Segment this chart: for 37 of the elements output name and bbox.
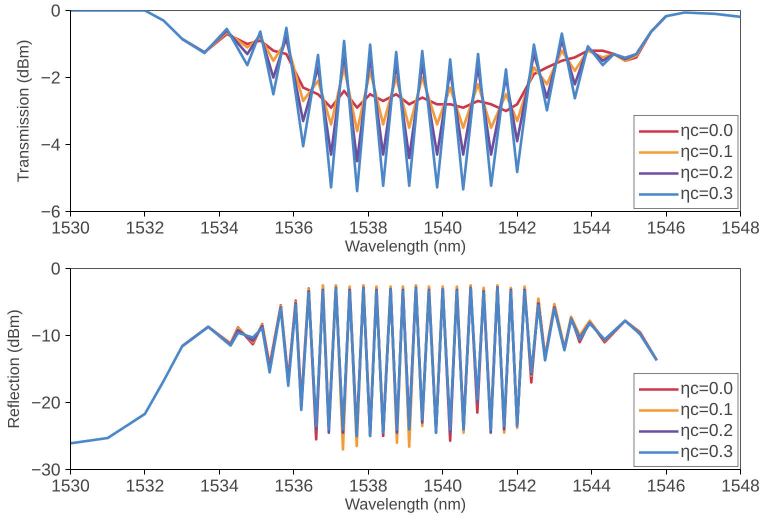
x-tick-label: 1544 bbox=[572, 476, 612, 496]
x-tick-label: 1532 bbox=[126, 218, 164, 238]
x-tick-label: 1540 bbox=[423, 218, 462, 238]
x-tick-label: 1540 bbox=[423, 476, 462, 496]
x-tick-label: 1546 bbox=[646, 218, 686, 238]
x-tick-label: 1546 bbox=[646, 476, 686, 496]
x-tick-label: 1544 bbox=[572, 218, 612, 238]
y-tick-label: 0 bbox=[50, 0, 61, 20]
x-tick-label: 1542 bbox=[498, 218, 536, 238]
y-tick-label: −10 bbox=[31, 326, 61, 346]
legend-label: ηc=0.1 bbox=[680, 141, 733, 162]
x-tick-label: 1536 bbox=[274, 476, 314, 496]
x-tick-label: 1542 bbox=[498, 476, 536, 496]
x-tick-label: 1532 bbox=[126, 476, 164, 496]
legend-label: ηc=0.0 bbox=[680, 378, 733, 399]
x-tick-label: 1548 bbox=[721, 218, 760, 238]
x-tick-label: 1536 bbox=[274, 218, 314, 238]
y-tick-label: −4 bbox=[40, 134, 61, 154]
legend-label: ηc=0.3 bbox=[680, 183, 733, 204]
x-tick-label: 1534 bbox=[200, 218, 240, 238]
y-axis-title: Reflection (dBm) bbox=[6, 309, 24, 429]
x-tick-label: 1534 bbox=[200, 476, 240, 496]
x-axis-title: Wavelength (nm) bbox=[344, 238, 466, 256]
legend-label: ηc=0.3 bbox=[680, 441, 733, 462]
x-axis-title: Wavelength (nm) bbox=[344, 496, 466, 514]
x-tick-label: 1538 bbox=[349, 476, 388, 496]
y-tick-label: 0 bbox=[50, 258, 61, 278]
legend-label: ηc=0.1 bbox=[680, 399, 733, 420]
line-series bbox=[70, 286, 658, 445]
y-axis-title: Transmission (dBm) bbox=[16, 40, 33, 182]
legend-label: ηc=0.0 bbox=[680, 120, 733, 141]
y-tick-label: −2 bbox=[40, 68, 61, 88]
x-tick-label: 1548 bbox=[721, 476, 760, 496]
x-tick-label: 1538 bbox=[349, 218, 388, 238]
legend-label: ηc=0.2 bbox=[680, 162, 733, 183]
y-tick-label: −20 bbox=[31, 392, 61, 412]
legend-label: ηc=0.2 bbox=[680, 420, 733, 441]
